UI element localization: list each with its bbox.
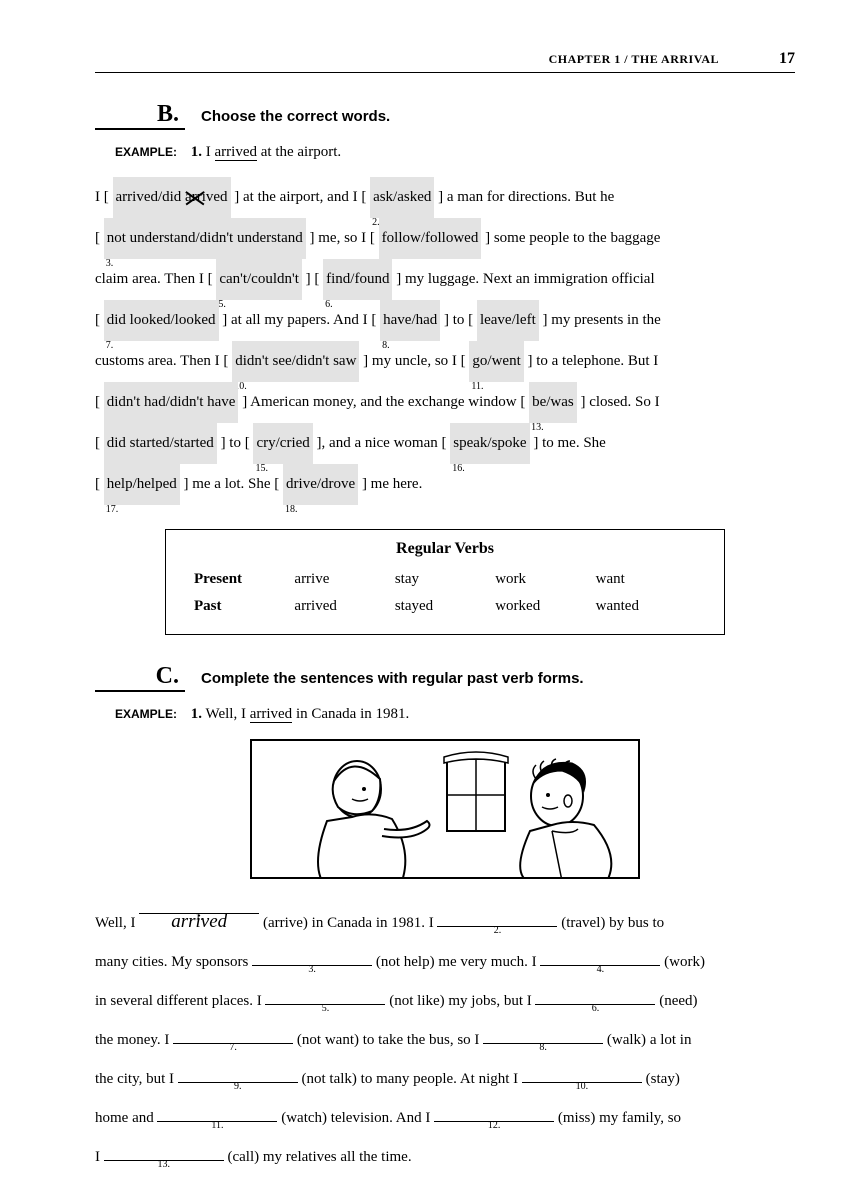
verb-table: Regular Verbs Present arrive stay work w… — [165, 529, 725, 635]
choice-8[interactable]: have/had8. — [380, 300, 440, 341]
choice-13[interactable]: be/was13. — [529, 382, 577, 423]
blank-13[interactable]: 13. — [104, 1145, 224, 1162]
choice-12[interactable]: didn't had/didn't have12. — [104, 382, 239, 423]
section-b-instruction: Choose the correct words. — [201, 108, 390, 125]
choice-4[interactable]: follow/followed4. — [379, 218, 482, 259]
choice-7[interactable]: did looked/looked7. — [104, 300, 219, 341]
example-answer: arrived — [215, 144, 257, 161]
choice-16[interactable]: speak/spoke16. — [450, 423, 529, 464]
verb-table-title: Regular Verbs — [194, 540, 696, 558]
choice-10[interactable]: didn't see/didn't saw10. — [232, 341, 359, 382]
section-b-head: B. Choose the correct words. — [95, 101, 795, 130]
blank-7[interactable]: 7. — [173, 1028, 293, 1045]
section-c-letter: C. — [156, 663, 179, 689]
illustration — [250, 739, 640, 879]
choice-17[interactable]: help/helped17. — [104, 464, 180, 505]
section-letter-box: B. — [95, 101, 185, 130]
blank-10[interactable]: 10. — [522, 1067, 642, 1084]
choice-6[interactable]: find/found6. — [323, 259, 392, 300]
exercise-b-body: I [ arrived/did arrived1. ] at the airpo… — [95, 177, 795, 505]
exercise-c-body: Well, I arrived1. (arrive) in Canada in … — [95, 897, 795, 1177]
choice-5[interactable]: can't/couldn't5. — [216, 259, 302, 300]
blank-5[interactable]: 5. — [265, 989, 385, 1006]
blank-8[interactable]: 8. — [483, 1028, 603, 1045]
example-label-c: EXAMPLE: — [115, 707, 177, 721]
choice-9[interactable]: leave/left9. — [477, 300, 539, 341]
verb-row-present: Present arrive stay work want — [194, 566, 696, 593]
example-num: 1. — [191, 144, 202, 160]
blank-11[interactable]: 11. — [157, 1106, 277, 1123]
blank-9[interactable]: 9. — [178, 1067, 298, 1084]
choice-3[interactable]: not understand/didn't understand3. — [104, 218, 306, 259]
example-answer-c: arrived — [250, 706, 292, 723]
example-pre: I — [206, 144, 215, 160]
blank-1[interactable]: arrived1. — [139, 897, 259, 914]
example-b: EXAMPLE: 1. I arrived at the airport. — [115, 144, 795, 161]
blank-6[interactable]: 6. — [535, 989, 655, 1006]
blank-12[interactable]: 12. — [434, 1106, 554, 1123]
choice-1[interactable]: arrived/did arrived1. — [113, 177, 231, 218]
choice-14[interactable]: did started/started14. — [104, 423, 217, 464]
page-header: CHAPTER 1 / THE ARRIVAL 17 — [95, 50, 795, 73]
choice-15[interactable]: cry/cried15. — [253, 423, 312, 464]
choice-11[interactable]: go/went11. — [469, 341, 523, 382]
example-c: EXAMPLE: 1. Well, I arrived in Canada in… — [115, 706, 795, 723]
section-letter-box-c: C. — [95, 663, 185, 692]
chapter-label: CHAPTER 1 / THE ARRIVAL — [549, 52, 719, 67]
section-c-head: C. Complete the sentences with regular p… — [95, 663, 795, 692]
page-number: 17 — [779, 50, 795, 68]
section-c-instruction: Complete the sentences with regular past… — [201, 670, 584, 687]
example-post: at the airport. — [257, 144, 341, 160]
section-b-letter: B. — [157, 101, 179, 127]
blank-3[interactable]: 3. — [252, 950, 372, 967]
choice-18[interactable]: drive/drove18. — [283, 464, 358, 505]
example-label: EXAMPLE: — [115, 145, 177, 159]
example-num-c: 1. — [191, 706, 202, 722]
verb-row-past: Past arrived stayed worked wanted — [194, 593, 696, 620]
blank-4[interactable]: 4. — [540, 950, 660, 967]
choice-2[interactable]: ask/asked2. — [370, 177, 434, 218]
blank-2[interactable]: 2. — [437, 911, 557, 928]
